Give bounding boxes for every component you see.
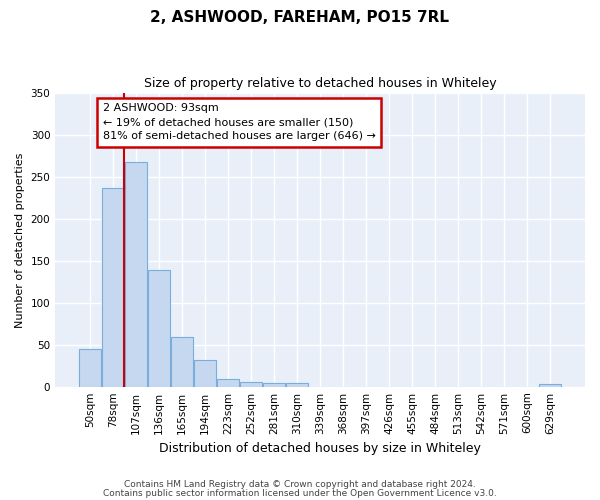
- Bar: [286, 384, 308, 386]
- X-axis label: Distribution of detached houses by size in Whiteley: Distribution of detached houses by size …: [159, 442, 481, 455]
- Bar: [240, 382, 262, 386]
- Text: Contains public sector information licensed under the Open Government Licence v3: Contains public sector information licen…: [103, 488, 497, 498]
- Bar: [148, 270, 170, 386]
- Bar: [102, 188, 124, 386]
- Text: 2 ASHWOOD: 93sqm
← 19% of detached houses are smaller (150)
81% of semi-detached: 2 ASHWOOD: 93sqm ← 19% of detached house…: [103, 103, 376, 141]
- Bar: [263, 384, 285, 386]
- Bar: [539, 384, 561, 386]
- Y-axis label: Number of detached properties: Number of detached properties: [15, 152, 25, 328]
- Title: Size of property relative to detached houses in Whiteley: Size of property relative to detached ho…: [144, 78, 496, 90]
- Bar: [125, 162, 147, 386]
- Bar: [171, 337, 193, 386]
- Bar: [194, 360, 216, 386]
- Bar: [79, 349, 101, 387]
- Bar: [217, 379, 239, 386]
- Text: 2, ASHWOOD, FAREHAM, PO15 7RL: 2, ASHWOOD, FAREHAM, PO15 7RL: [151, 10, 449, 25]
- Text: Contains HM Land Registry data © Crown copyright and database right 2024.: Contains HM Land Registry data © Crown c…: [124, 480, 476, 489]
